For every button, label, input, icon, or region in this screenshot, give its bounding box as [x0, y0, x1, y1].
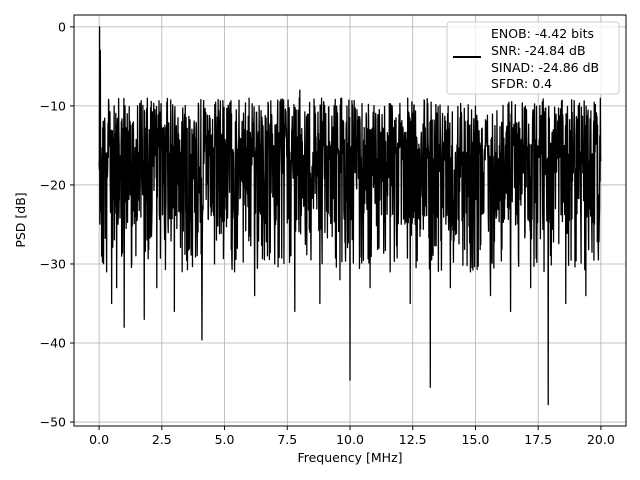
y-axis-label: PSD [dB] — [13, 192, 28, 247]
x-tick-label: 15.0 — [462, 432, 490, 447]
y-tick-label: 0 — [58, 19, 66, 34]
y-tick-label: −40 — [40, 336, 66, 351]
x-tick-label: 7.5 — [277, 432, 297, 447]
y-tick-label: −20 — [40, 177, 66, 192]
x-tick-label: 17.5 — [524, 432, 552, 447]
legend-line-sfdr: SFDR: 0.4 — [491, 76, 552, 91]
legend-line-snr: SNR: -24.84 dB — [491, 43, 586, 58]
x-axis-label: Frequency [MHz] — [297, 450, 402, 465]
x-tick-label: 5.0 — [215, 432, 235, 447]
x-tick-label: 2.5 — [152, 432, 172, 447]
y-tick-label: −50 — [40, 415, 66, 430]
legend-line-sinad: SINAD: -24.86 dB — [491, 60, 599, 75]
x-tick-label: 12.5 — [399, 432, 427, 447]
legend-box — [446, 21, 620, 95]
psd-series-line — [98, 26, 602, 406]
legend: ENOB: -4.42 bits SNR: -24.84 dB SINAD: -… — [446, 21, 620, 95]
x-tick-label: 0.0 — [89, 432, 109, 447]
y-tick-label: −10 — [40, 98, 66, 113]
psd-trace — [98, 26, 602, 406]
x-tick-label: 10.0 — [336, 432, 364, 447]
y-axis-ticks: 0 −10 −20 −30 −40 −50 — [40, 19, 74, 430]
y-tick-label: −30 — [40, 256, 66, 271]
x-tick-label: 20.0 — [587, 432, 615, 447]
legend-line-enob: ENOB: -4.42 bits — [491, 26, 594, 41]
x-axis-ticks: 0.0 2.5 5.0 7.5 10.0 12.5 15.0 17.5 20.0 — [89, 426, 615, 447]
